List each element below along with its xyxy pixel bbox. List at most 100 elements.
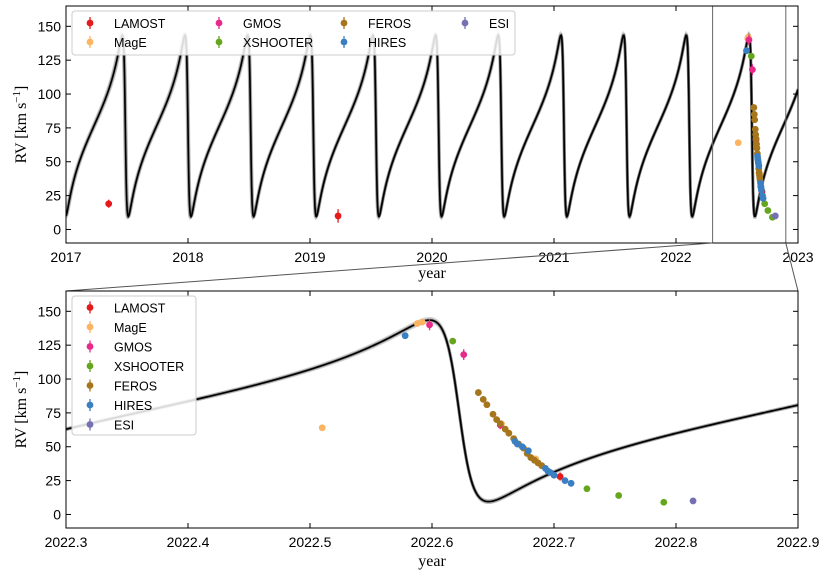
bottom-point-hires-8	[550, 471, 558, 479]
bottom-legend-label-feros: FEROS	[114, 380, 157, 394]
bottom-panel: 2022.3 2022.4 2022.5 2022.6 2022.7 2022.8 2022…	[11, 290, 820, 570]
top-legend-label-esi: ESI	[489, 17, 509, 31]
top-legend-label-feros: FEROS	[368, 17, 411, 31]
bottom-legend-marker-gmos	[86, 343, 94, 350]
bottom-xtick-label-2: 2022.5	[289, 534, 332, 550]
top-point-mage-0	[734, 139, 742, 147]
top-legend-label-gmos: GMOS	[243, 17, 281, 31]
top-legend-label-lamost: LAMOST	[114, 17, 166, 31]
top-point-feros-2	[751, 116, 759, 124]
top-point-feros-3	[751, 125, 759, 133]
bottom-point-mage-2	[418, 318, 426, 326]
bottom-legend-marker-mage	[86, 323, 94, 331]
zoom-connector-right	[785, 242, 799, 292]
top-legend-marker-hires	[340, 38, 348, 46]
top-legend-frame	[71, 10, 516, 56]
bottom-point-gmos-1	[460, 351, 468, 359]
top-y-axis: 0 25 50 75 100 125 150	[38, 18, 798, 237]
top-point-feros-7	[753, 144, 761, 152]
bottom-point-lamost-2	[556, 473, 564, 480]
top-legend-marker-feros	[340, 19, 348, 27]
bottom-xtick-label-3: 2022.6	[411, 534, 454, 550]
top-point-hires-8	[758, 186, 765, 194]
bottom-y-axis-label: RV [km s−1]	[11, 371, 30, 449]
bottom-ytick-label-0: 0	[53, 506, 61, 522]
bottom-x-axis-label: year	[418, 553, 446, 570]
bottom-point-hires-10	[567, 479, 575, 487]
bottom-ytick-label-1: 25	[45, 473, 61, 489]
top-x-axis-label: year	[418, 265, 446, 282]
top-y-axis-label-main: RV [km s	[13, 103, 30, 164]
bottom-point-esi-0	[689, 497, 697, 505]
zoom-connector-left	[65, 242, 713, 292]
bottom-point-xshooter-3	[660, 498, 668, 506]
top-legend: LAMOST MagE GMOS XSHOOTER FEROS HIRES ESI	[71, 10, 516, 56]
bottom-xtick-label-0: 2022.3	[45, 534, 88, 550]
bottom-xtick-label-6: 2022.9	[777, 534, 820, 550]
top-legend-label-hires: HIRES	[368, 36, 406, 50]
bottom-legend-marker-xshooter	[86, 362, 94, 370]
top-y-axis-label-close: ]	[13, 86, 30, 91]
bottom-point-mage-0	[318, 424, 326, 432]
bottom-legend-marker-lamost	[86, 304, 94, 311]
top-xtick-label-3: 2020	[416, 249, 447, 265]
bottom-ytick-label-5: 125	[38, 337, 62, 353]
bottom-data-points	[318, 318, 697, 506]
bottom-point-feros-5	[496, 420, 504, 428]
bottom-point-feros-1	[479, 395, 487, 403]
top-point-lamost-1	[334, 212, 342, 220]
bottom-point-xshooter-1	[583, 485, 591, 493]
top-ytick-label-5: 125	[38, 52, 62, 68]
top-xtick-label-4: 2021	[538, 249, 569, 265]
top-point-gmos-1	[748, 66, 756, 74]
top-ytick-label-2: 50	[45, 154, 61, 170]
top-xtick-label-1: 2018	[172, 249, 203, 265]
top-point-xshooter-1	[761, 200, 769, 208]
top-legend-marker-lamost	[86, 19, 94, 27]
top-y-axis-label: RV [km s−1]	[11, 86, 30, 164]
top-xtick-label-2: 2019	[294, 249, 325, 265]
top-point-hires-0	[743, 47, 750, 55]
bottom-legend-label-esi: ESI	[114, 419, 134, 433]
bottom-xtick-label-1: 2022.4	[167, 534, 210, 550]
top-ytick-label-6: 150	[38, 18, 62, 34]
bottom-legend-label-mage: MagE	[114, 321, 147, 335]
top-legend-marker-gmos	[215, 19, 223, 27]
bottom-ytick-label-2: 50	[45, 439, 61, 455]
top-ytick-label-3: 75	[45, 120, 61, 136]
bottom-point-hires-4	[524, 447, 532, 455]
top-ytick-label-0: 0	[53, 221, 61, 237]
bottom-y-axis-label-exponent: −1	[11, 376, 23, 388]
top-panel: 2017 2018 2019 2020 2021 2022 2023 0 25 50 75 100 1…	[11, 5, 814, 282]
bottom-point-feros-7	[505, 429, 513, 437]
top-legend-marker-xshooter	[215, 38, 223, 46]
top-point-feros-5	[752, 135, 760, 143]
top-y-axis-label-exponent: −1	[11, 91, 23, 103]
top-data-points	[105, 33, 779, 223]
top-point-gmos-0	[745, 36, 753, 44]
top-legend-marker-mage	[86, 38, 94, 46]
top-point-xshooter-2	[764, 207, 772, 214]
bottom-ytick-label-4: 100	[38, 371, 62, 387]
top-point-lamost-0	[105, 200, 113, 208]
bottom-point-hires-3	[518, 443, 526, 451]
bottom-point-hires-0	[401, 332, 409, 340]
top-model-curves	[66, 30, 798, 221]
top-point-xshooter-0	[747, 52, 755, 60]
bottom-y-axis: 0 25 50 75 100 125 150	[38, 303, 798, 522]
bottom-legend-label-lamost: LAMOST	[114, 302, 166, 316]
bottom-legend-frame	[71, 295, 197, 436]
bottom-x-axis: 2022.3 2022.4 2022.5 2022.6 2022.7 2022.8 2022…	[45, 291, 820, 550]
bottom-point-feros-0	[474, 389, 482, 396]
bottom-y-axis-label-close: ]	[13, 371, 30, 376]
bottom-legend-label-hires: HIRES	[114, 399, 152, 413]
top-legend-label-mage: MagE	[114, 36, 147, 50]
top-point-hires-4	[755, 162, 763, 170]
top-xtick-label-6: 2023	[782, 249, 813, 265]
bottom-point-gmos-0	[426, 321, 433, 329]
bottom-ytick-label-6: 150	[38, 303, 62, 319]
bottom-point-hires-9	[561, 477, 569, 484]
bottom-y-axis-label-main: RV [km s	[13, 388, 30, 449]
top-ytick-label-1: 25	[45, 188, 61, 204]
